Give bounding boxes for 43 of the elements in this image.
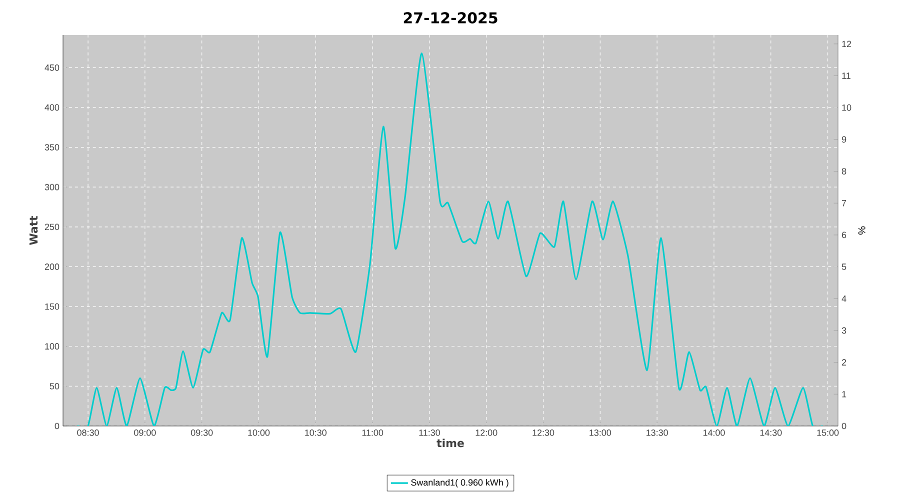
legend-label: Swanland1( 0.960 kWh ) [411,479,508,488]
y-tick-label: 400 [44,104,60,111]
y2-axis-title: % [858,226,866,235]
y-tick-label: 100 [45,343,60,350]
y-tick-label: 300 [44,184,60,190]
y-tick-label: 150 [45,303,60,310]
y2-tick-label: 11 [842,72,850,79]
chart-title: 27-12-2025 [404,12,498,24]
x-tick-label: 09:30 [190,430,213,436]
y-tick-label: 450 [44,64,60,71]
x-tick-label: 14:30 [760,430,782,436]
x-tick-label: 10:00 [248,430,270,436]
x-tick-label: 11:00 [362,430,384,436]
y2-tick-label: 0 [842,422,846,430]
y2-tick-label: 10 [842,104,852,111]
x-axis-title: time [436,438,464,448]
x-tick-label: 12:30 [532,430,554,436]
y-tick-label: 350 [44,144,60,150]
y-tick-label: 200 [44,264,60,270]
y2-tick-label: 9 [842,136,846,143]
y2-tick-label: 2 [842,359,846,366]
y2-tick-label: 7 [842,200,846,206]
x-tick-label: 15:00 [817,430,839,436]
x-tick-label: 08:30 [77,430,99,436]
x-tick-label: 11:30 [419,430,440,436]
y2-tick-label: 12 [842,40,852,48]
y-axis-title: Watt [30,216,38,245]
x-tick-label: 13:30 [646,430,668,436]
y-tick-label: 0 [54,422,60,430]
y2-tick-label: 5 [842,264,846,270]
y-tick-label: 250 [44,224,60,230]
y2-tick-label: 6 [842,232,846,238]
y2-tick-label: 8 [842,168,846,174]
y2-tick-label: 3 [842,327,846,334]
y-tick-label: 50 [50,383,60,390]
x-tick-label: 09:00 [134,430,156,436]
y2-tick-label: 1 [842,391,846,398]
x-tick-label: 10:30 [305,430,327,436]
x-tick-label: 13:00 [590,430,612,436]
line-series [76,52,824,426]
y2-tick-label: 4 [842,296,846,302]
x-tick-label: 12:00 [476,430,498,436]
x-tick-label: 14:00 [703,430,725,436]
